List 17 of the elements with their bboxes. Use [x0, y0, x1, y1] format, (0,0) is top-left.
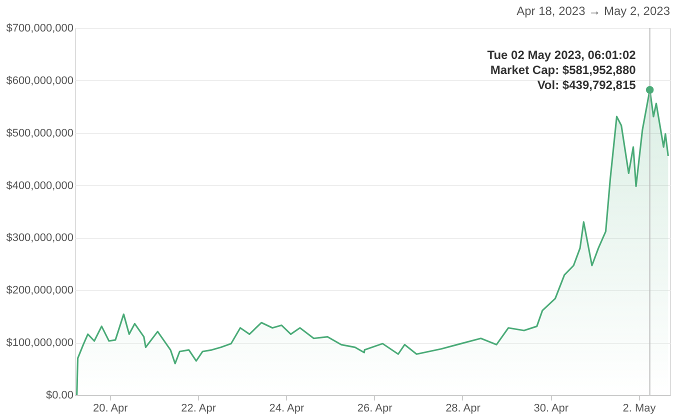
chart-subtitle: Apr 18, 2023 → May 2, 2023: [516, 4, 670, 18]
x-tick-label: 28. Apr: [446, 402, 481, 414]
y-tick-label: $500,000,000: [6, 127, 74, 140]
x-tick-label: 20. Apr: [92, 402, 128, 414]
y-tick-label: $400,000,000: [6, 180, 74, 192]
x-tick-label: 2. May: [622, 402, 656, 414]
y-tick-label: $600,000,000: [6, 74, 74, 87]
y-tick-label: $0.00: [46, 390, 74, 402]
x-tick-label: 24. Apr: [269, 402, 304, 414]
x-tick-label: 22. Apr: [181, 402, 216, 414]
x-tick-label: 30. Apr: [534, 402, 569, 414]
y-tick-label: $300,000,000: [6, 232, 74, 244]
annotation: Tue 02 May 2023, 06:01:02 Market Cap: $581,952,880 Vol: $439,792,815: [487, 48, 636, 92]
y-tick-label: $700,000,000: [6, 22, 74, 34]
y-tick-label: $200,000,000: [6, 284, 74, 297]
x-tick-label: 26. Apr: [357, 402, 393, 414]
y-tick-label: $100,000,000: [6, 337, 74, 350]
